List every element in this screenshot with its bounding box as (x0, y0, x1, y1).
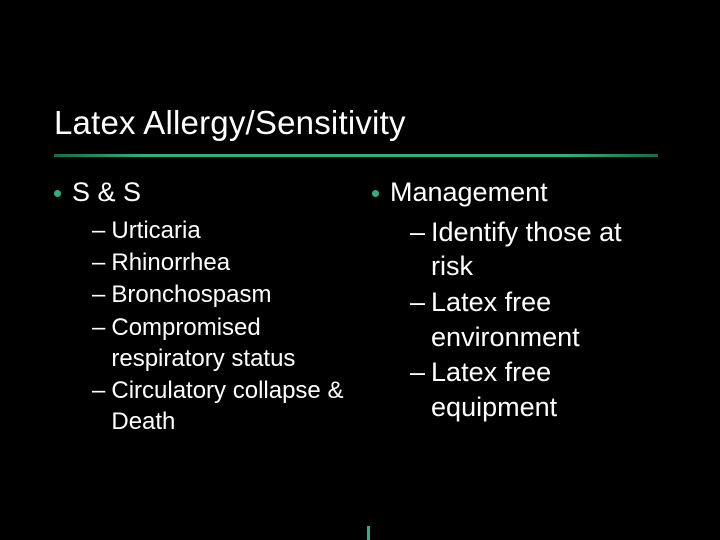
list-item: – Latex free equipment (410, 355, 666, 424)
right-column: Management – Identify those at risk – La… (372, 176, 666, 438)
dash-icon: – (92, 312, 105, 343)
slide: Latex Allergy/Sensitivity S & S – Urtica… (0, 0, 720, 540)
left-heading-bullet: S & S (54, 176, 372, 209)
bottom-accent-tick (367, 526, 370, 540)
dash-icon: – (410, 355, 425, 390)
list-item: – Bronchospasm (92, 279, 372, 310)
list-item-text: Identify those at risk (431, 215, 666, 284)
dash-icon: – (92, 215, 105, 246)
left-heading-text: S & S (72, 176, 141, 209)
list-item: – Compromised respiratory status (92, 312, 372, 374)
content-columns: S & S – Urticaria – Rhinorrhea – Broncho… (54, 176, 666, 438)
dash-icon: – (92, 375, 105, 406)
list-item-text: Latex free equipment (431, 355, 666, 424)
bullet-dot-icon (372, 190, 379, 197)
dash-icon: – (92, 279, 105, 310)
list-item-text: Latex free environment (431, 285, 666, 354)
list-item-text: Compromised respiratory status (111, 312, 372, 374)
list-item: – Circulatory collapse & Death (92, 375, 372, 437)
left-column: S & S – Urticaria – Rhinorrhea – Broncho… (54, 176, 372, 438)
list-item: – Identify those at risk (410, 215, 666, 284)
left-sub-list: – Urticaria – Rhinorrhea – Bronchospasm … (92, 215, 372, 437)
right-heading-text: Management (390, 176, 548, 209)
dash-icon: – (410, 285, 425, 320)
slide-title: Latex Allergy/Sensitivity (54, 104, 406, 142)
list-item-text: Urticaria (111, 215, 200, 246)
dash-icon: – (92, 247, 105, 278)
list-item: – Rhinorrhea (92, 247, 372, 278)
right-heading-bullet: Management (372, 176, 666, 209)
list-item-text: Circulatory collapse & Death (111, 375, 372, 437)
title-underline (54, 154, 658, 157)
right-sub-list: – Identify those at risk – Latex free en… (410, 215, 666, 424)
list-item-text: Bronchospasm (111, 279, 271, 310)
dash-icon: – (410, 215, 425, 250)
list-item-text: Rhinorrhea (111, 247, 230, 278)
list-item: – Latex free environment (410, 285, 666, 354)
list-item: – Urticaria (92, 215, 372, 246)
bullet-dot-icon (54, 190, 61, 197)
